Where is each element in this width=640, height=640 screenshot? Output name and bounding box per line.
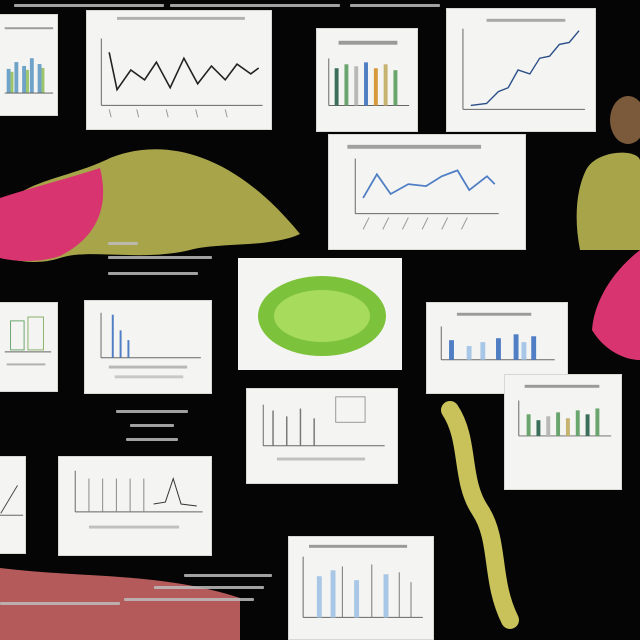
bar-chart-thumbnail [74,470,203,529]
bar-chart-thumbnail [100,312,201,379]
olive-figure-illustration [566,90,640,250]
bar-chart-thumbnail [4,316,52,366]
bar-chart-thumbnail [4,27,54,94]
green-cell-illustration [238,258,402,370]
line-chart-thumbnail [0,485,24,516]
chart-panel-rising-line [446,8,596,132]
pink-tissue-illustration [0,138,312,268]
chart-panel-wave [58,456,212,556]
chart-panel-spikes [84,300,212,394]
line-chart-thumbnail [100,16,263,118]
chart-panel-line-top [86,10,272,130]
yellow-spine-illustration [420,400,540,640]
chart-panel-left-mid [0,302,58,392]
bar-chart-thumbnail [328,40,410,106]
bar-chart-thumbnail [302,544,423,618]
bar-chart-thumbnail [262,396,385,461]
chart-panel-bars-top [316,28,418,132]
bar-chart-thumbnail [518,384,612,437]
chart-panel-left-bottom [0,456,26,554]
chart-panel-top-left [0,14,58,116]
line-chart-thumbnail [347,144,499,230]
pink-tissue-right [584,250,640,360]
chart-panel-bottom [288,536,434,640]
bar-chart-thumbnail [440,312,555,361]
chart-panel-line-mid [328,134,526,250]
chart-panel-right-bars [504,374,622,490]
chart-panel-center [246,388,398,484]
line-chart-thumbnail [462,18,585,110]
